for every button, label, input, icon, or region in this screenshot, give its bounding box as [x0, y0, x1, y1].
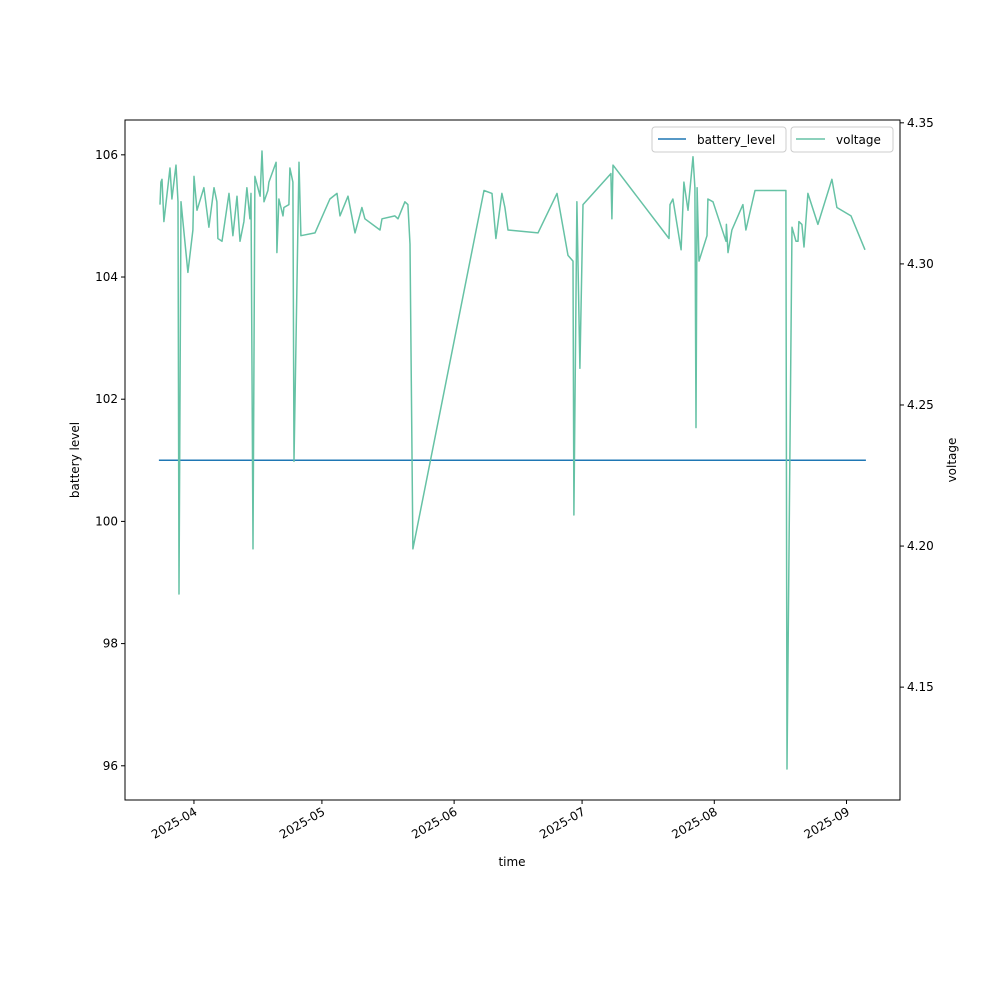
legend-box — [651, 126, 787, 153]
y-right-tick-label: 4.25 — [907, 398, 934, 412]
y-left-tick-label: 98 — [103, 637, 118, 651]
legend-label-battery-level: battery_level — [697, 133, 775, 147]
legend-label-voltage: voltage — [836, 133, 881, 147]
legend-voltage: voltage — [790, 126, 894, 153]
y-axis-right: 4.15 4.20 4.25 4.30 4.35 — [900, 116, 934, 694]
y-axis-left: 96 98 100 102 104 106 — [95, 148, 125, 773]
y-right-tick-label: 4.30 — [907, 257, 934, 271]
y-right-tick-label: 4.20 — [907, 539, 934, 553]
series-line-voltage — [159, 150, 866, 770]
y-left-tick-label: 102 — [95, 392, 118, 406]
y-left-tick-label: 106 — [95, 148, 118, 162]
y-right-tick-label: 4.15 — [907, 680, 934, 694]
plot-area — [158, 150, 866, 770]
x-axis-label: time — [498, 855, 525, 869]
legend-battery-level: battery_level — [651, 126, 787, 153]
y-axis-left-label: battery level — [68, 422, 82, 498]
y-left-tick-label: 104 — [95, 270, 118, 284]
y-axis-right-label: voltage — [945, 438, 959, 483]
y-left-tick-label: 96 — [103, 759, 118, 773]
y-left-tick-label: 100 — [95, 514, 118, 528]
axes-frame — [124, 119, 901, 801]
y-right-tick-label: 4.35 — [907, 116, 934, 130]
legend-box — [790, 126, 894, 153]
